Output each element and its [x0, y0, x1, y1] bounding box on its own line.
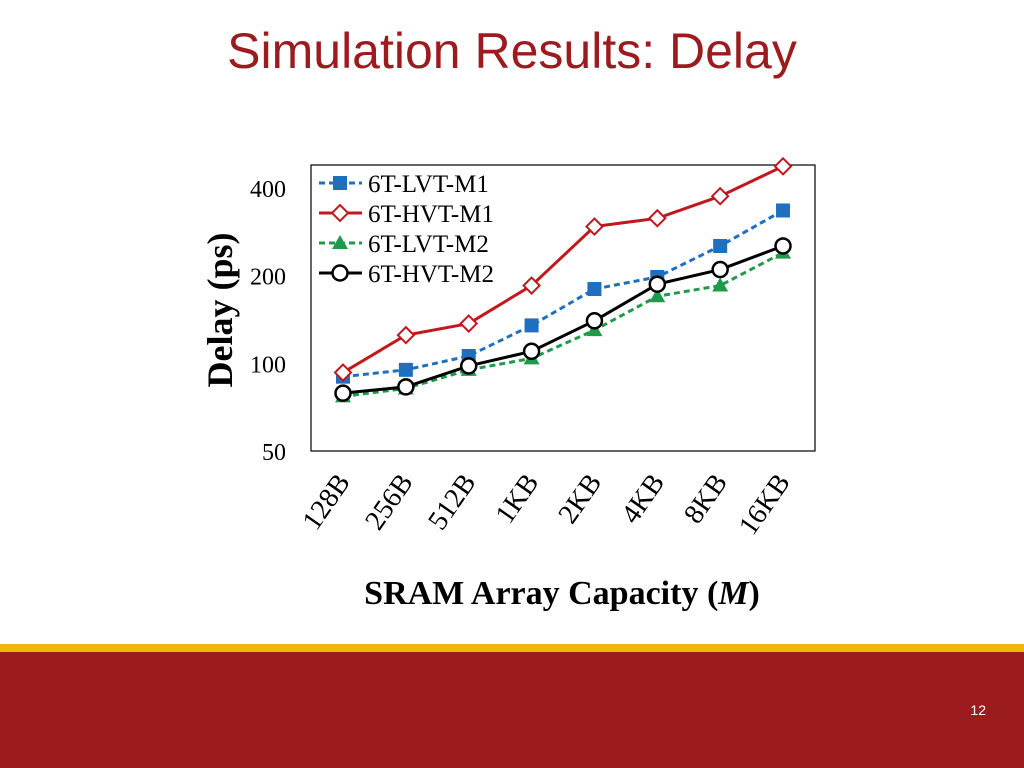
legend-label: 6T-HVT-M2 [368, 261, 494, 288]
data-point [713, 238, 728, 253]
data-point [397, 378, 415, 396]
legend-label: 6T-LVT-M2 [368, 231, 489, 258]
series-line [342, 244, 784, 395]
footer-band [0, 652, 1024, 768]
delay-chart: 50 100 200 400 Delay (ps) 128B 256B 512B 1KB 2K… [200, 156, 816, 612]
x-tick-label: 256B [359, 468, 419, 535]
x-tick-label: 4KB [615, 468, 671, 529]
x-tick-label: 16KB [733, 468, 797, 541]
data-point [459, 314, 479, 333]
data-point [587, 282, 602, 297]
data-point [649, 288, 666, 303]
data-point [647, 208, 667, 228]
data-point [585, 312, 604, 330]
x-tick-label: 512B [422, 468, 482, 535]
x-axis-label: SRAM Array Capacity (M) [364, 575, 760, 612]
data-point [333, 363, 353, 382]
x-tick-label: 2KB [552, 468, 608, 529]
x-tick-label: 8KB [678, 468, 734, 529]
series-line [342, 164, 784, 374]
footer-stripe [0, 644, 1024, 652]
x-axis-label-main: SRAM Array Capacity ( [364, 575, 718, 612]
series-line [342, 209, 784, 379]
y-tick-label: 50 [262, 440, 286, 466]
data-point [459, 357, 478, 375]
legend-marker [330, 203, 350, 223]
data-point [522, 276, 541, 295]
y-axis-label: Delay (ps) [200, 233, 240, 388]
y-axis-ticks: 50 100 200 400 [250, 177, 286, 466]
plot-area [310, 164, 816, 452]
legend-label: 6T-LVT-M1 [368, 171, 489, 198]
page-number: 12 [970, 702, 986, 718]
data-point [773, 156, 793, 176]
series-6t-hvt-m2 [334, 237, 792, 402]
data-point [524, 318, 539, 333]
legend-marker [333, 176, 347, 190]
data-point [522, 342, 541, 361]
y-tick-label: 400 [250, 177, 286, 203]
y-tick-label: 200 [250, 265, 286, 291]
x-tick-label: 1KB [490, 468, 546, 529]
data-point [334, 384, 352, 402]
legend-marker [332, 235, 348, 249]
data-point [774, 237, 792, 255]
legend-label: 6T-HVT-M1 [368, 201, 494, 228]
data-point [398, 362, 413, 377]
legend-marker [331, 264, 349, 282]
legend: 6T-LVT-M1 6T-HVT-M1 6T-LVT-M2 6T-HVT-M2 [319, 171, 494, 288]
data-point [710, 186, 730, 206]
data-point [648, 275, 667, 293]
data-point [585, 217, 604, 236]
data-point [396, 325, 416, 345]
x-tick-label: 128B [297, 468, 357, 535]
x-axis-ticks: 128B 256B 512B 1KB 2KB 4KB 8KB 16KB [297, 468, 797, 541]
series-group [333, 156, 793, 403]
data-point [776, 203, 791, 218]
series-line [342, 251, 784, 398]
data-point [712, 277, 729, 292]
x-axis-label-variable: M [717, 575, 750, 612]
x-axis-label-close: ) [749, 575, 760, 612]
y-tick-label: 100 [250, 352, 286, 378]
slide-title: Simulation Results: Delay [227, 23, 797, 79]
series-6t-hvt-m1 [333, 156, 793, 382]
data-point [711, 260, 729, 279]
